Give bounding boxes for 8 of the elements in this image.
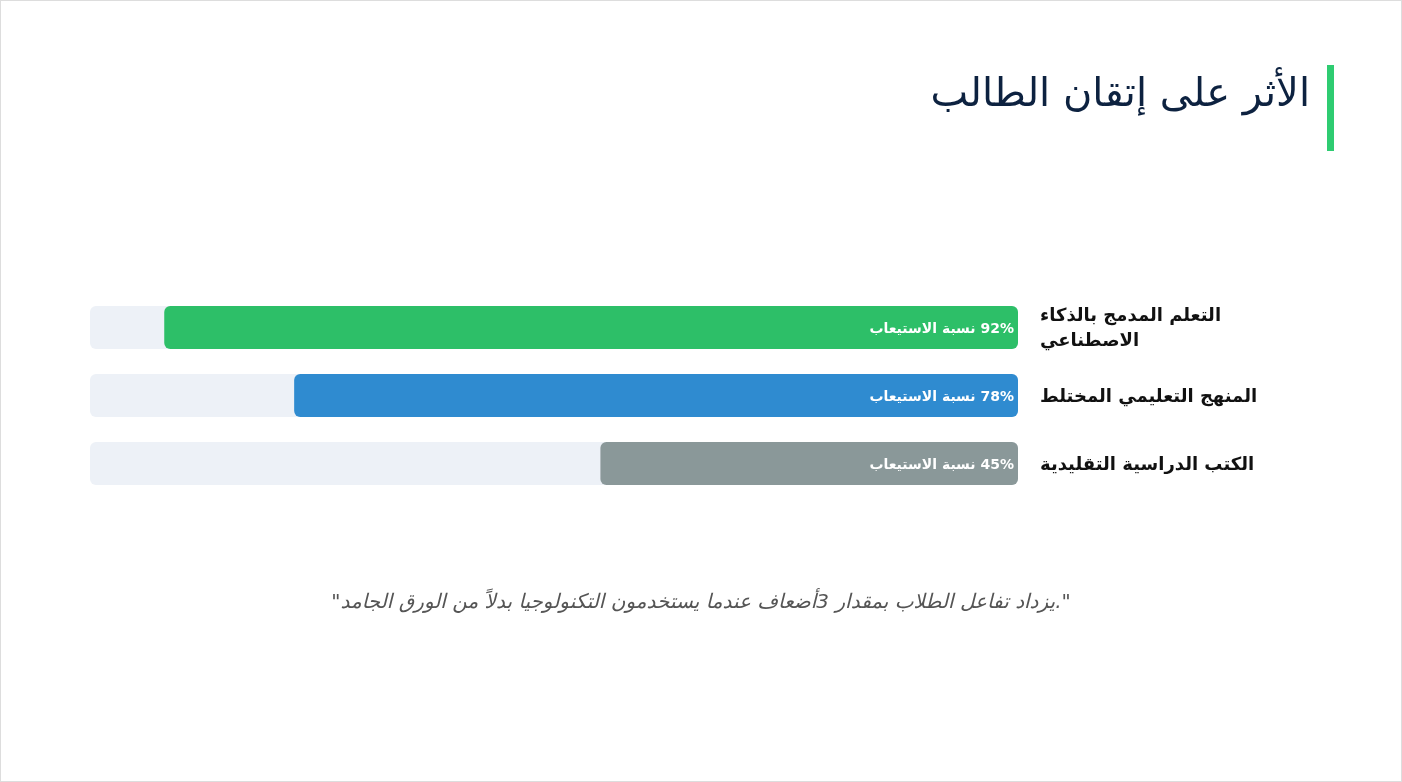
data-label: 92% نسبة الاستيعاب xyxy=(869,319,1014,336)
y-tick-label: الكتب الدراسية التقليدية xyxy=(1040,452,1255,474)
data-label: 45% نسبة الاستيعاب xyxy=(869,455,1014,472)
data-label: 78% نسبة الاستيعاب xyxy=(869,387,1014,404)
text: "يزداد تفاعل الطلاب بمقدار 3أضعاف عندما يستخدمون التكنولوجيا بدلاً من الورق الجامد." xyxy=(331,588,1071,613)
y-tick-label: التعلم المدمج بالذكاء الاصطناعي xyxy=(1040,304,1222,351)
y-tick-label: المنهج التعليمي المختلط xyxy=(1040,384,1258,407)
text: الأثر على إتقان الطالب xyxy=(930,67,1310,116)
